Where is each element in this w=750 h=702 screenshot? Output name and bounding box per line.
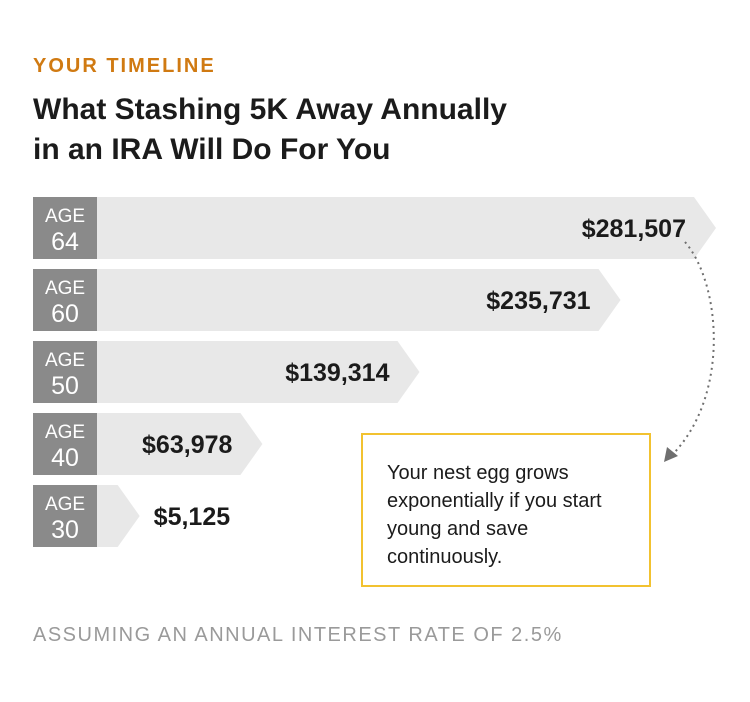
kicker: YOUR TIMELINE — [33, 55, 216, 77]
value-label: $5,125 — [154, 503, 231, 531]
bar-age-30 — [97, 485, 140, 547]
title-line-1: What Stashing 5K Away Annually — [33, 93, 507, 126]
arrowhead-icon — [664, 447, 678, 462]
age-prefix-label: AGE — [45, 494, 85, 515]
age-prefix-label: AGE — [45, 422, 85, 443]
value-label: $139,314 — [285, 359, 389, 387]
callout-box: Your nest egg grows exponentially if you… — [361, 433, 651, 587]
bar-age-40 — [97, 413, 263, 475]
age-box-50 — [33, 341, 97, 403]
age-box-30 — [33, 485, 97, 547]
callout-text: Your nest egg grows exponentially if you… — [387, 462, 602, 568]
bar-age-64 — [97, 197, 716, 259]
age-number-label: 50 — [51, 372, 79, 400]
age-number-label: 30 — [51, 516, 79, 544]
value-label: $235,731 — [486, 287, 590, 315]
value-label: $63,978 — [142, 431, 232, 459]
age-number-label: 64 — [51, 228, 79, 256]
age-prefix-label: AGE — [45, 206, 85, 227]
age-box-64 — [33, 197, 97, 259]
bar-age-60 — [97, 269, 621, 331]
footnote: ASSUMING AN ANNUAL INTEREST RATE OF 2.5% — [33, 624, 563, 646]
age-prefix-label: AGE — [45, 278, 85, 299]
age-number-label: 60 — [51, 300, 79, 328]
chart-title: What Stashing 5K Away Annually in an IRA… — [33, 90, 693, 170]
title-line-2: in an IRA Will Do For You — [33, 133, 391, 166]
age-box-40 — [33, 413, 97, 475]
age-box-60 — [33, 269, 97, 331]
dotted-arrow-line — [668, 241, 715, 459]
value-label: $281,507 — [582, 215, 686, 243]
bar-age-50 — [97, 341, 420, 403]
age-number-label: 40 — [51, 444, 79, 472]
age-prefix-label: AGE — [45, 350, 85, 371]
